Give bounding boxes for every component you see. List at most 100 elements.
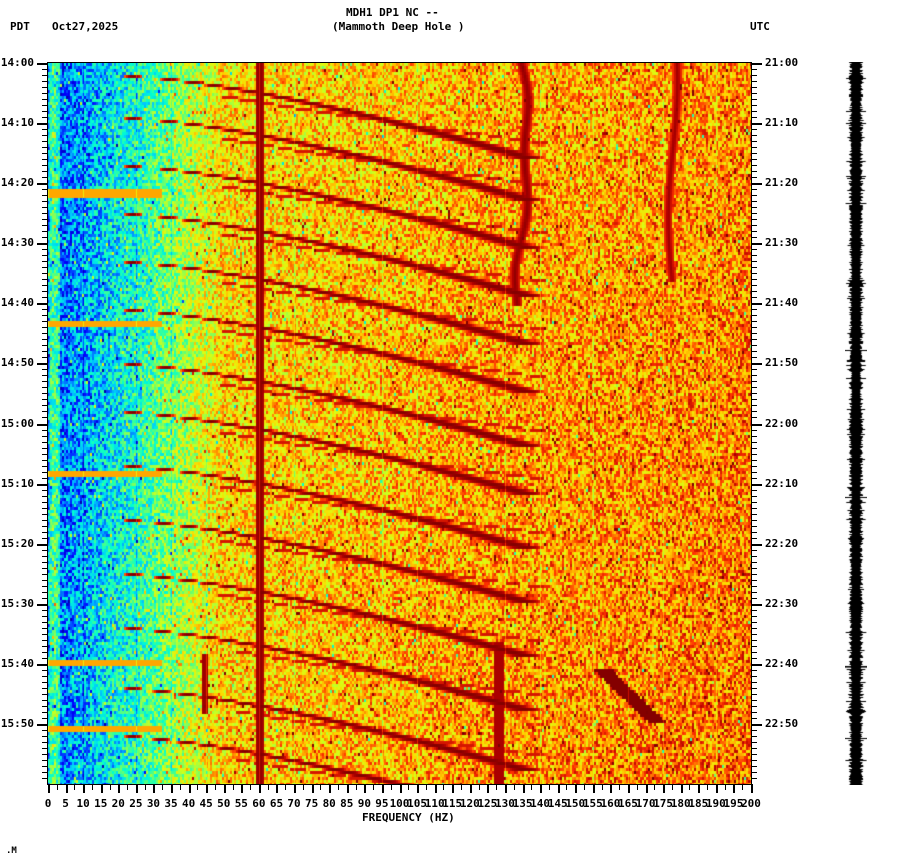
frequency-tick-label: 145: [547, 797, 568, 810]
frequency-minor-tick: [443, 784, 445, 790]
left-axis-minor-tick: [42, 321, 48, 323]
right-axis-minor-tick: [751, 609, 757, 611]
left-axis-minor-tick: [42, 69, 48, 70]
frequency-minor-tick: [408, 784, 410, 790]
frequency-major-tick: [540, 784, 543, 793]
frequency-major-tick: [65, 784, 68, 793]
frequency-major-tick: [645, 784, 648, 793]
right-axis-time-label: 21:10: [765, 116, 799, 130]
left-axis-minor-tick: [42, 669, 48, 671]
right-axis-major-tick: [751, 63, 762, 65]
left-axis-minor-tick: [42, 405, 48, 407]
right-axis-minor-tick: [751, 279, 757, 281]
frequency-minor-tick: [285, 784, 287, 790]
left-axis-minor-tick: [42, 273, 48, 275]
right-axis-minor-tick: [751, 249, 757, 251]
left-axis-major-tick: [37, 483, 48, 486]
left-axis-minor-tick: [42, 489, 48, 491]
left-axis-time-label: 15:30: [0, 596, 34, 610]
left-axis-major-tick: [37, 303, 48, 306]
left-axis-minor-tick: [42, 729, 48, 731]
right-axis-minor-tick: [751, 165, 757, 167]
frequency-major-tick: [698, 784, 701, 793]
right-axis-minor-tick: [751, 441, 757, 443]
left-axis-minor-tick: [42, 657, 48, 659]
frequency-tick-label: 10: [76, 797, 90, 810]
left-axis-minor-tick: [42, 597, 48, 599]
frequency-minor-tick: [162, 784, 164, 790]
frequency-minor-tick: [548, 784, 550, 790]
frequency-minor-tick: [355, 784, 357, 790]
right-axis-major-tick: [751, 303, 762, 306]
right-axis-minor-tick: [751, 75, 757, 77]
frequency-major-tick: [206, 784, 209, 793]
left-axis-major-tick: [37, 723, 48, 726]
left-axis-minor-tick: [42, 393, 48, 395]
left-axis-minor-tick: [42, 447, 48, 449]
right-axis-minor-tick: [751, 225, 757, 227]
frequency-tick-label: 95: [375, 797, 389, 810]
left-axis-minor-tick: [42, 441, 48, 443]
left-axis-minor-tick: [42, 381, 48, 383]
right-axis-time-label: 22:20: [765, 536, 799, 550]
spectrogram-plot[interactable]: [47, 62, 752, 785]
left-axis-minor-tick: [42, 165, 48, 167]
frequency-major-tick: [241, 784, 244, 793]
right-axis-minor-tick: [751, 231, 757, 233]
left-axis-major-tick: [37, 123, 48, 126]
frequency-tick-label: 110: [424, 797, 445, 810]
left-axis-minor-tick: [42, 693, 48, 695]
right-axis-minor-tick: [751, 273, 757, 275]
right-axis-minor-tick: [751, 333, 757, 335]
frequency-tick-label: 175: [653, 797, 674, 810]
right-axis-minor-tick: [751, 69, 757, 70]
left-axis-minor-tick: [42, 627, 48, 629]
right-axis-minor-tick: [751, 219, 757, 221]
right-axis-minor-tick: [751, 141, 757, 143]
right-axis-minor-tick: [751, 651, 757, 653]
frequency-minor-tick: [302, 784, 304, 790]
right-axis-minor-tick: [751, 387, 757, 389]
right-axis-minor-tick: [751, 417, 757, 419]
frequency-tick-label: 120: [459, 797, 480, 810]
frequency-minor-tick: [742, 784, 744, 790]
right-axis-minor-tick: [751, 285, 757, 287]
left-axis-minor-tick: [42, 75, 48, 77]
right-axis-minor-tick: [751, 261, 757, 263]
right-axis-minor-tick: [751, 507, 757, 509]
left-axis-minor-tick: [42, 411, 48, 413]
frequency-minor-tick: [724, 784, 726, 790]
left-axis-minor-tick: [42, 99, 48, 101]
left-axis-time-label: 14:50: [0, 356, 34, 370]
right-axis-minor-tick: [751, 381, 757, 383]
left-axis-minor-tick: [42, 495, 48, 497]
left-axis-minor-tick: [42, 309, 48, 311]
left-axis-minor-tick: [42, 213, 48, 215]
right-axis-minor-tick: [751, 129, 757, 131]
frequency-minor-tick: [320, 784, 322, 790]
right-axis-major-tick: [751, 603, 762, 606]
right-axis-minor-tick: [751, 771, 757, 773]
frequency-tick-label: 160: [600, 797, 621, 810]
right-axis-minor-tick: [751, 687, 757, 689]
right-axis-minor-tick: [751, 531, 757, 533]
frequency-minor-tick: [619, 784, 621, 790]
left-axis-minor-tick: [42, 591, 48, 593]
left-axis-minor-tick: [42, 549, 48, 551]
right-axis-minor-tick: [751, 147, 757, 149]
right-axis-minor-tick: [751, 81, 757, 83]
right-axis-minor-tick: [751, 357, 757, 359]
right-axis-minor-tick: [751, 555, 757, 557]
left-axis-time-label: 15:10: [0, 476, 34, 490]
frequency-major-tick: [118, 784, 121, 793]
left-axis-minor-tick: [42, 279, 48, 281]
spectrogram-image: [48, 63, 751, 784]
left-axis-minor-tick: [42, 717, 48, 719]
frequency-tick-label: 90: [357, 797, 371, 810]
left-axis-minor-tick: [42, 525, 48, 527]
right-axis-minor-tick: [751, 117, 757, 119]
left-axis-minor-tick: [42, 249, 48, 251]
frequency-major-tick: [417, 784, 420, 793]
left-axis-minor-tick: [42, 141, 48, 143]
